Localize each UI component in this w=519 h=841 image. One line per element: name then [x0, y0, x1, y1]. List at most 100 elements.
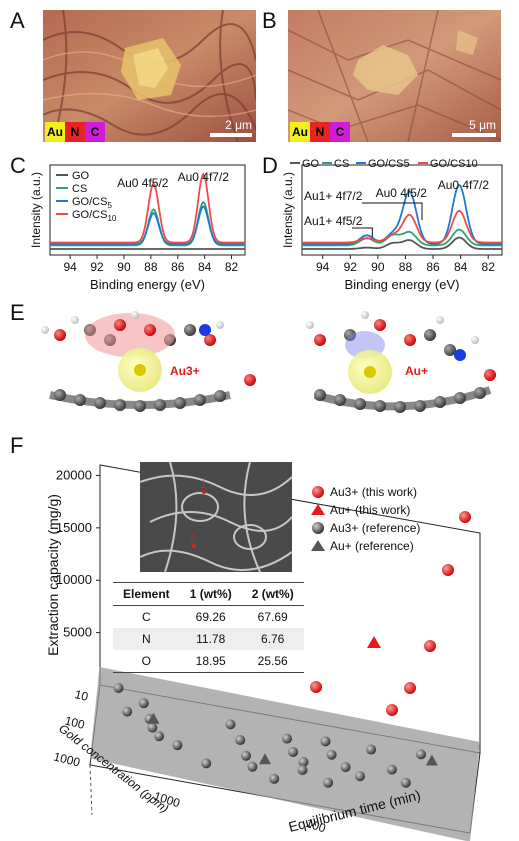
table-header: 2 (wt%) — [241, 582, 304, 606]
eds-n-chip: N — [310, 122, 330, 142]
y-tick-label: 1000 — [52, 749, 82, 769]
extraction-3d-chart: 5000 10000 15000 20000 Extraction capacity (… — [45, 464, 481, 841]
xps-chart-d: 94 92 90 88 86 84 82 Binding energy (eV) Intensi… — [281, 158, 503, 292]
legend-subscript: 5 — [107, 201, 112, 210]
data-point-au3-reference — [225, 719, 236, 730]
inset-marker-2: 2 — [190, 533, 196, 545]
x-tick-label: 84 — [454, 260, 468, 274]
scalebar-bar — [210, 133, 252, 137]
sem-inset-f: 1 2 — [140, 462, 292, 572]
table-cell: C — [142, 610, 151, 624]
legend-marker — [311, 540, 325, 551]
data-point-au3-reference — [326, 749, 337, 760]
x-tick-label: 86 — [426, 260, 440, 274]
data-point-au3-reference — [288, 746, 299, 757]
data-point-au3-this-work — [442, 564, 454, 576]
data-point-au3-reference — [269, 773, 280, 784]
data-point-au3-reference — [320, 736, 331, 747]
table-row: C 69.26 67.69 — [113, 606, 304, 629]
y-axis-label: Intensity (a.u.) — [281, 172, 295, 248]
z-axis-label: Extraction capacity (mg/g) — [45, 494, 61, 656]
molecule-left: Au3+ — [41, 311, 256, 412]
table-row: O 18.95 25.56 — [113, 650, 304, 673]
table-cell: 67.69 — [257, 610, 288, 624]
legend-subscript: 10 — [107, 214, 116, 223]
x-tick-label: 82 — [482, 260, 496, 274]
eds-legend-b: Au N C — [290, 122, 350, 142]
data-point-au3-reference — [122, 706, 133, 717]
data-point-au1-this-work — [367, 636, 381, 648]
data-point-au1-reference — [259, 753, 271, 765]
y-tick-label: 10 — [73, 687, 90, 704]
legend-marker — [311, 504, 325, 515]
eds-table: Element 1 (wt%) 2 (wt%) C 69.26 67.69 N … — [113, 582, 304, 673]
legend-label: GO — [72, 170, 90, 182]
scalebar-b: 5 μm — [452, 118, 496, 137]
data-point-au3-this-work — [404, 682, 416, 694]
panel-label-f: F — [10, 433, 24, 458]
eds-n-chip: N — [65, 122, 85, 142]
series-line-cs — [302, 228, 502, 247]
x-tick-label: 84 — [198, 260, 212, 274]
panel-label-d: D — [262, 153, 278, 178]
data-point-au3-reference — [366, 744, 377, 755]
x-tick-label: 88 — [144, 260, 158, 274]
molecule-illustration: Au3+ Au+ — [41, 311, 496, 413]
x-tick-label: 82 — [225, 260, 239, 274]
eds-legend-a: Au N C — [45, 122, 105, 142]
table-cell: 69.26 — [195, 610, 226, 624]
legend-label: GO — [302, 158, 320, 170]
sem-image-b — [288, 10, 501, 142]
scalebar-bar — [452, 133, 496, 137]
eds-c-chip: C — [330, 122, 350, 142]
legend-label: Au3+ (reference) — [330, 521, 420, 535]
au3-label: Au3+ — [170, 364, 200, 378]
x-tick-label: 100 — [304, 816, 328, 836]
z-tick-label: 20000 — [56, 467, 92, 482]
data-point-au3-reference — [235, 735, 246, 746]
x-axis-label: Binding energy (eV) — [345, 277, 460, 292]
x-tick-label: 94 — [316, 260, 330, 274]
table-cell: 6.76 — [241, 628, 304, 650]
legend-marker — [312, 486, 324, 498]
x-tick-label: 92 — [90, 260, 104, 274]
eds-au-chip: Au — [45, 122, 65, 142]
axis-frame-dash — [89, 764, 93, 816]
x-tick-label: 94 — [63, 260, 77, 274]
sem-texture-b — [288, 10, 501, 142]
series-line-go-cs5 — [302, 183, 502, 245]
annotation-au1-4f72: Au1+ 4f7/2 — [304, 189, 363, 203]
eds-c-chip: C — [85, 122, 105, 142]
fit-plane — [90, 667, 480, 841]
data-point-au1-reference — [425, 754, 438, 766]
scalebar-label: 2 μm — [225, 118, 252, 132]
scalebar-a: 2 μm — [210, 118, 252, 137]
data-point-au3-reference — [340, 762, 351, 773]
legend-label: GO/CS5 — [72, 196, 112, 210]
x-axis-label: Binding energy (eV) — [90, 277, 205, 292]
plot-frame — [301, 164, 503, 256]
data-point-au3-reference — [282, 733, 292, 744]
peak-label-4f52: Au0 4f5/2 — [117, 176, 169, 190]
annotation-au1-4f52: Au1+ 4f5/2 — [304, 214, 363, 228]
eds-au-chip: Au — [290, 122, 310, 142]
sem-texture-a — [43, 10, 256, 142]
legend-label: Au3+ (this work) — [330, 485, 417, 499]
table-cell: O — [113, 650, 180, 673]
z-tick-label: 10000 — [56, 572, 92, 587]
data-point-au3-reference — [147, 722, 158, 733]
legend-label: Au+ (this work) — [330, 503, 410, 517]
x-tick-label: 88 — [399, 260, 413, 274]
x-tick-label: 90 — [371, 260, 385, 274]
legend-label: GO/CS10 — [430, 158, 478, 170]
panel-label-e: E — [10, 300, 25, 325]
scalebar-label: 5 μm — [469, 118, 496, 132]
y-tick-label: 100 — [63, 713, 86, 732]
sem-image-a — [43, 10, 256, 142]
data-point-au3-reference — [355, 771, 365, 782]
table-header: Element — [113, 582, 180, 606]
annotation-arrow — [362, 202, 423, 220]
legend-label: CS — [72, 183, 87, 195]
series-line-go-cs10 — [302, 209, 502, 244]
data-point-au3-this-work — [310, 681, 322, 693]
